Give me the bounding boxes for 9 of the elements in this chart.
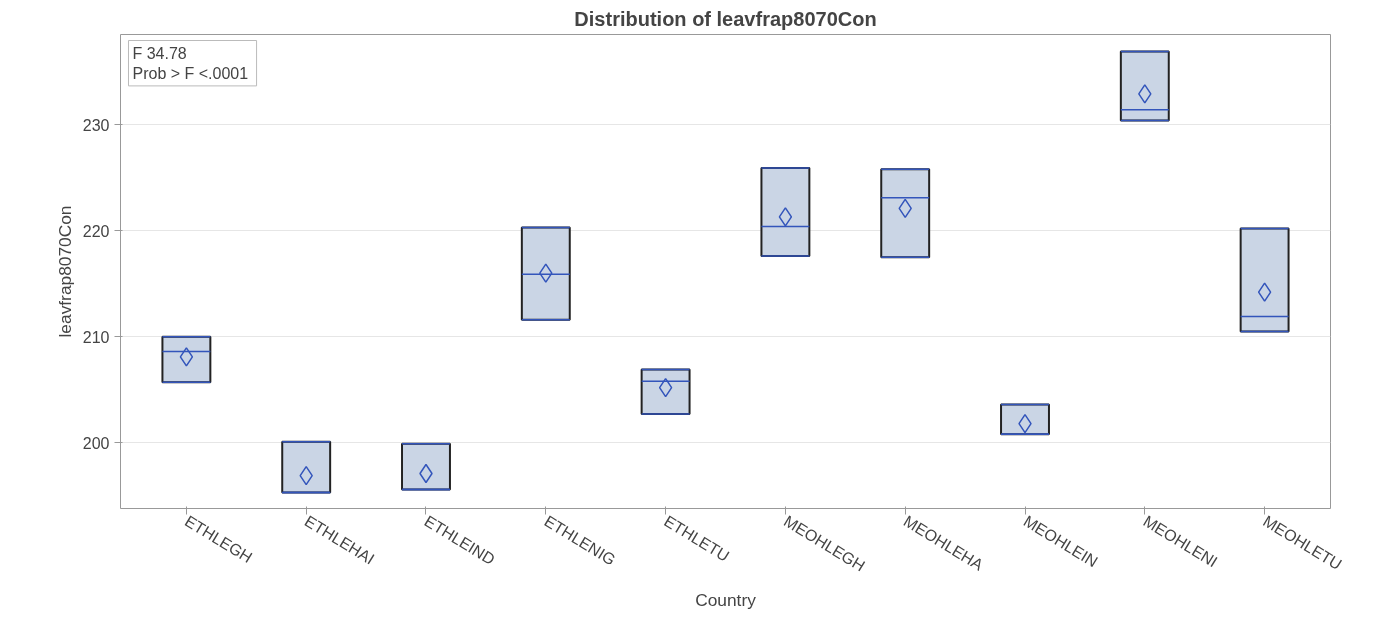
y-tick-label: 210: [82, 328, 110, 346]
annotation: Prob > F <.0001: [132, 64, 249, 82]
chart-title: Distribution of leavfrap8070Con: [574, 7, 877, 30]
y-tick-label: 220: [82, 222, 110, 240]
annotation: F 34.78: [132, 44, 187, 62]
x-axis-title: Country: [695, 589, 757, 610]
y-tick-label: 200: [82, 434, 110, 452]
y-tick-label: 230: [82, 116, 110, 134]
y-axis-title: leavfrap8070Con: [54, 205, 75, 338]
